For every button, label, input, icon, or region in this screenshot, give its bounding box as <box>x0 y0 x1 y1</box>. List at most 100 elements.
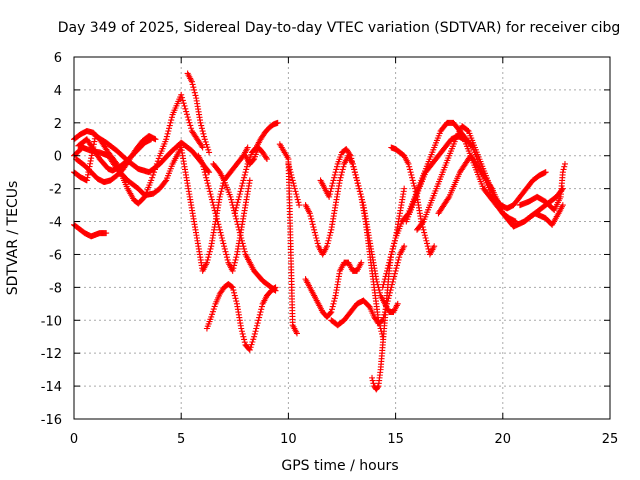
data-point <box>333 166 340 173</box>
data-point <box>251 330 258 337</box>
data-point <box>358 193 365 200</box>
data-point <box>258 306 265 313</box>
x-axis-label: GPS time / hours <box>281 458 398 474</box>
data-point <box>103 230 110 237</box>
data-point <box>246 346 253 353</box>
data-point <box>152 163 159 170</box>
data-point <box>205 182 212 189</box>
data-point <box>290 180 297 187</box>
data-point <box>329 180 336 187</box>
data-point <box>148 136 155 143</box>
data-point <box>271 286 278 293</box>
data-point <box>313 237 320 244</box>
data-point <box>380 281 387 288</box>
data-point <box>153 160 160 167</box>
data-point <box>559 169 566 176</box>
data-point <box>210 306 217 313</box>
data-point <box>384 265 391 272</box>
data-point <box>188 78 195 85</box>
data-point <box>151 169 158 176</box>
data-point <box>256 314 263 321</box>
data-point <box>218 232 225 239</box>
data-point <box>373 276 380 283</box>
y-tick-label: 6 <box>54 51 62 66</box>
data-point <box>330 177 337 184</box>
data-point <box>350 163 357 170</box>
series-s11 <box>195 152 253 274</box>
series-s17 <box>302 259 365 320</box>
data-point <box>166 125 173 132</box>
data-point <box>203 141 210 148</box>
data-point <box>332 169 339 176</box>
data-point <box>323 243 330 250</box>
y-tick-label: 0 <box>54 150 62 165</box>
data-point <box>390 276 397 283</box>
data-point <box>386 259 393 266</box>
data-point <box>224 256 231 263</box>
data-point <box>200 130 207 137</box>
data-point <box>256 311 263 318</box>
data-point <box>184 114 191 121</box>
data-point <box>218 188 225 195</box>
data-point <box>209 199 216 206</box>
data-point <box>369 377 376 384</box>
data-point <box>215 221 222 228</box>
data-point <box>234 199 241 206</box>
data-point <box>254 320 261 327</box>
data-point <box>324 240 331 247</box>
data-point <box>376 287 383 294</box>
data-point <box>149 174 156 181</box>
data-point <box>359 196 366 203</box>
data-point <box>409 174 416 181</box>
data-point <box>326 191 333 198</box>
data-point <box>253 325 260 332</box>
data-point <box>231 259 238 266</box>
data-point <box>401 185 408 192</box>
data-point <box>204 256 211 263</box>
data-point <box>381 276 388 283</box>
data-point <box>230 265 237 272</box>
data-point <box>190 84 197 91</box>
data-point <box>340 163 347 170</box>
data-point <box>185 116 192 123</box>
data-point <box>331 295 338 302</box>
data-point <box>331 174 338 181</box>
data-point <box>206 185 213 192</box>
data-point <box>221 243 228 250</box>
data-point <box>327 229 334 236</box>
data-point <box>239 330 246 337</box>
data-point <box>213 215 220 222</box>
x-tick-label: 10 <box>280 432 297 447</box>
data-point <box>191 89 198 96</box>
data-point <box>291 185 298 192</box>
x-tick-label: 25 <box>602 432 619 447</box>
data-point <box>223 254 230 261</box>
data-point <box>369 374 376 381</box>
y-tick-label: -6 <box>49 248 62 263</box>
data-point <box>240 243 247 250</box>
data-point <box>216 226 223 233</box>
data-point <box>212 210 219 217</box>
data-point <box>354 180 361 187</box>
data-point <box>445 195 452 202</box>
data-point <box>198 125 205 132</box>
series-s27 <box>521 202 566 228</box>
data-point <box>241 248 248 255</box>
data-point <box>240 333 247 340</box>
chart-title: Day 349 of 2025, Sidereal Day-to-day VTE… <box>58 20 621 36</box>
data-point <box>199 128 206 135</box>
data-point <box>207 245 214 252</box>
data-point <box>243 166 250 173</box>
data-point <box>359 199 366 206</box>
data-point <box>189 81 196 88</box>
x-tick-label: 5 <box>177 432 185 447</box>
data-point <box>423 237 430 244</box>
data-point <box>401 243 408 250</box>
data-point <box>308 218 315 225</box>
data-point <box>388 251 395 258</box>
data-point <box>308 215 315 222</box>
series-s7 <box>184 70 213 156</box>
data-point <box>164 130 171 137</box>
